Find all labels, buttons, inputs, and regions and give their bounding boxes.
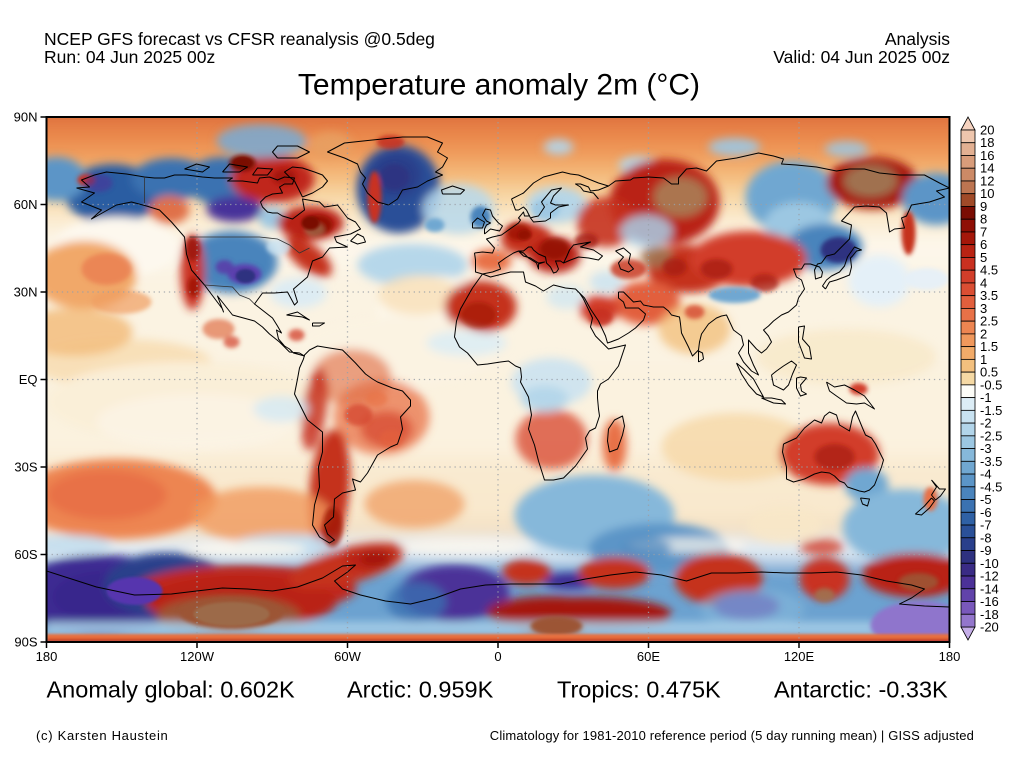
svg-text:-2.5: -2.5 [980, 428, 1002, 443]
svg-text:Antarctic: -0.33K: Antarctic: -0.33K [774, 677, 948, 703]
svg-text:Analysis: Analysis [885, 29, 950, 49]
svg-text:1: 1 [980, 352, 987, 367]
svg-text:(c) Karsten Haustein: (c) Karsten Haustein [36, 728, 169, 743]
svg-text:-7: -7 [980, 518, 992, 533]
svg-text:-10: -10 [980, 556, 999, 571]
svg-text:-2: -2 [980, 416, 992, 431]
svg-text:Anomaly global: 0.602K: Anomaly global: 0.602K [47, 677, 296, 703]
svg-text:0.5: 0.5 [980, 365, 998, 380]
svg-text:8: 8 [980, 212, 987, 227]
svg-text:2: 2 [980, 326, 987, 341]
svg-text:-20: -20 [980, 620, 999, 635]
svg-text:6: 6 [980, 237, 987, 252]
svg-text:Run: 04 Jun 2025 00z: Run: 04 Jun 2025 00z [44, 47, 215, 67]
svg-text:180: 180 [939, 649, 961, 664]
svg-text:90S: 90S [14, 635, 37, 650]
svg-text:Climatology for 1981-2010 refe: Climatology for 1981-2010 reference peri… [490, 728, 974, 743]
svg-text:60W: 60W [334, 649, 361, 664]
svg-text:180: 180 [36, 649, 58, 664]
svg-text:Temperature anomaly 2m (°C): Temperature anomaly 2m (°C) [298, 69, 700, 102]
svg-text:9: 9 [980, 199, 987, 214]
svg-text:-5: -5 [980, 492, 992, 507]
svg-text:10: 10 [980, 186, 994, 201]
svg-text:-12: -12 [980, 569, 999, 584]
svg-text:60N: 60N [14, 197, 38, 212]
svg-text:1.5: 1.5 [980, 339, 998, 354]
svg-text:-18: -18 [980, 607, 999, 622]
svg-text:-8: -8 [980, 530, 992, 545]
svg-text:30N: 30N [14, 285, 38, 300]
svg-text:20: 20 [980, 123, 994, 138]
svg-text:EQ: EQ [19, 372, 38, 387]
svg-text:4: 4 [980, 275, 987, 290]
svg-text:60S: 60S [14, 547, 37, 562]
svg-text:Valid: 04 Jun 2025 00z: Valid: 04 Jun 2025 00z [773, 47, 950, 67]
svg-text:-4: -4 [980, 467, 992, 482]
svg-text:NCEP GFS forecast vs CFSR rean: NCEP GFS forecast vs CFSR reanalysis @0.… [44, 29, 435, 49]
svg-text:-9: -9 [980, 543, 992, 558]
svg-text:-6: -6 [980, 505, 992, 520]
svg-text:120W: 120W [180, 649, 215, 664]
svg-text:60E: 60E [637, 649, 660, 664]
svg-text:-3.5: -3.5 [980, 454, 1002, 469]
svg-text:-3: -3 [980, 441, 992, 456]
svg-text:12: 12 [980, 173, 994, 188]
svg-text:-0.5: -0.5 [980, 377, 1002, 392]
svg-text:-1.5: -1.5 [980, 403, 1002, 418]
svg-text:5: 5 [980, 250, 987, 265]
svg-text:-14: -14 [980, 581, 999, 596]
svg-text:0: 0 [494, 649, 501, 664]
svg-text:30S: 30S [14, 460, 37, 475]
svg-text:-16: -16 [980, 594, 999, 609]
svg-text:-4.5: -4.5 [980, 479, 1002, 494]
svg-text:-1: -1 [980, 390, 992, 405]
svg-text:7: 7 [980, 224, 987, 239]
svg-text:Tropics: 0.475K: Tropics: 0.475K [557, 677, 721, 703]
svg-text:4.5: 4.5 [980, 263, 998, 278]
svg-text:Arctic: 0.959K: Arctic: 0.959K [347, 677, 494, 703]
svg-text:120E: 120E [784, 649, 815, 664]
svg-text:2.5: 2.5 [980, 314, 998, 329]
svg-text:18: 18 [980, 135, 994, 150]
svg-text:3: 3 [980, 301, 987, 316]
svg-text:3.5: 3.5 [980, 288, 998, 303]
svg-text:14: 14 [980, 161, 994, 176]
svg-text:90N: 90N [14, 110, 38, 125]
svg-text:16: 16 [980, 148, 994, 163]
